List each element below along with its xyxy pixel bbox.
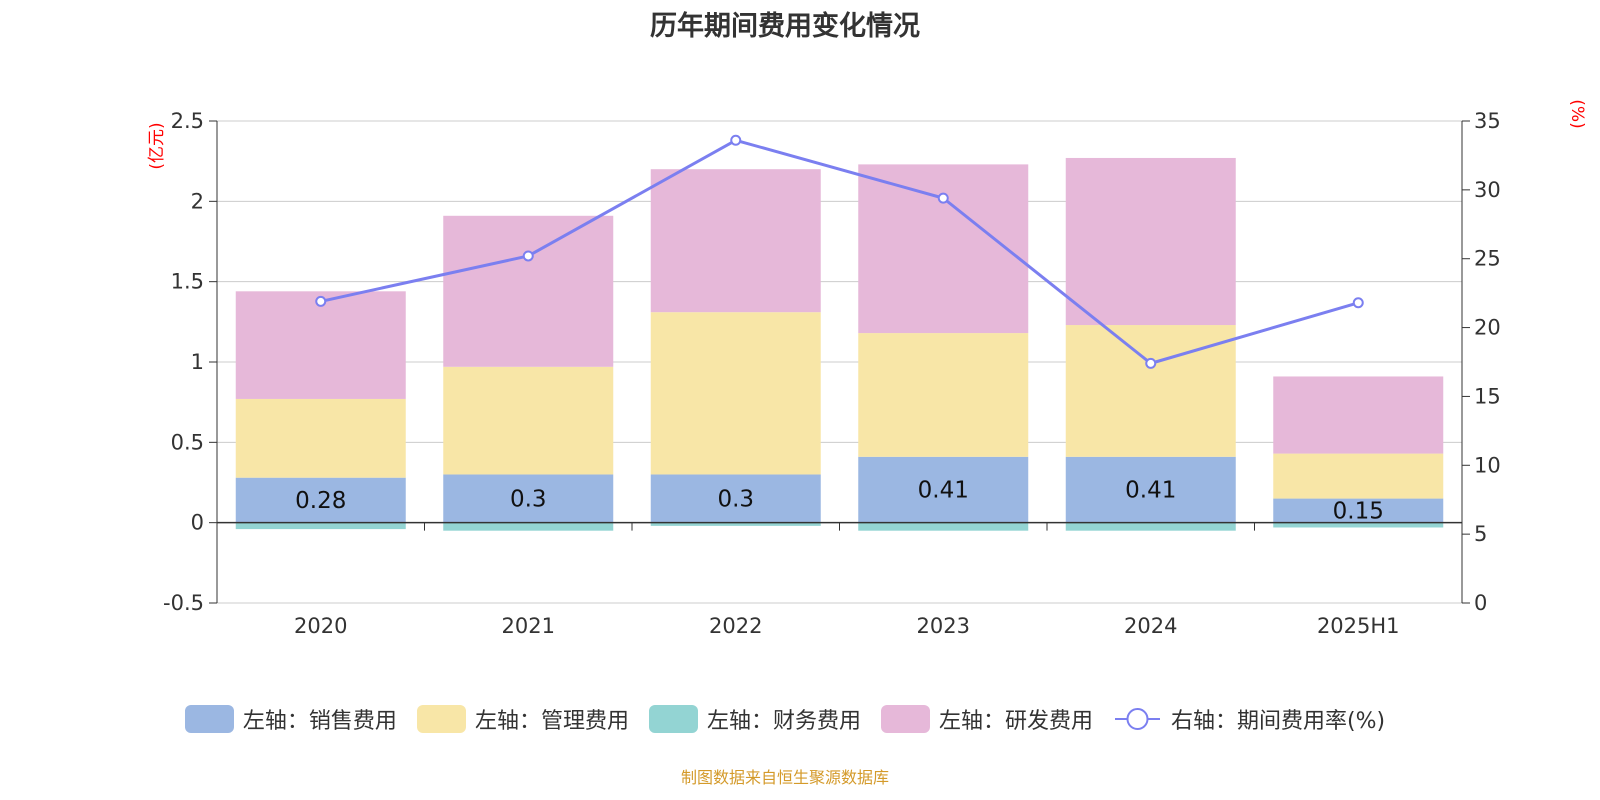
bar-sales	[650, 474, 821, 523]
left-axis-tick-label: 1.5	[171, 270, 204, 294]
x-axis-tick-label: 2024	[1124, 614, 1177, 638]
right-axis-tick-label: 0	[1474, 591, 1487, 615]
legend-label-sales: 左轴：销售费用	[242, 709, 397, 734]
rate-line	[320, 138, 1359, 365]
rate-point	[522, 250, 534, 262]
right-axis-tick-label: 20	[1474, 316, 1501, 340]
left-axis-tick-label: 0.5	[171, 430, 204, 454]
right-axis-tick-label: 15	[1474, 384, 1501, 408]
bar-admin	[1273, 453, 1444, 499]
legend-item-admin[interactable]: 左轴：管理费用	[416, 703, 629, 735]
x-axis-tick-label: 2021	[502, 614, 555, 638]
bar-sales	[858, 456, 1029, 523]
rate-point	[1352, 297, 1364, 309]
left-axis-tick-label: 2	[191, 189, 204, 213]
legend-item-finance[interactable]: 左轴：财务费用	[648, 703, 861, 735]
x-axis-tick-label: 2020	[294, 614, 347, 638]
left-axis-tick-label: 2.5	[171, 109, 204, 133]
right-axis-tick-label: 35	[1474, 109, 1501, 133]
data-labels: 0.28 0.3 0.3 0.41 0.41 0.15	[295, 478, 1384, 525]
bar-admin	[858, 333, 1029, 457]
chart-title: 历年期间费用变化情况	[650, 11, 920, 42]
legend-swatch-rd	[880, 705, 930, 733]
rate-line-series	[315, 134, 1364, 369]
right-axis-tick-label: 30	[1474, 178, 1501, 202]
right-axis-tick-label: 10	[1474, 453, 1501, 477]
bar-rd	[443, 215, 614, 367]
left-axis-tick-label: 1	[191, 350, 204, 374]
bar-finance	[858, 522, 1029, 531]
axes: 2.5 2 1.5 1 0.5 0 -0.5 35 30 25 20 15 10 5 0 2020 2021 20…	[147, 99, 1587, 638]
grid-lines	[217, 120, 1462, 604]
bar-finance	[443, 522, 614, 531]
x-axis-tick-label: 2022	[709, 614, 762, 638]
bar-admin	[443, 366, 614, 475]
bar-rd	[1065, 157, 1236, 326]
legend-label-admin: 左轴：管理费用	[474, 709, 629, 734]
rate-point	[937, 192, 949, 204]
bar-rd	[858, 164, 1029, 334]
legend-item-sales[interactable]: 左轴：销售费用	[184, 703, 397, 735]
right-axis-unit: (%)	[1567, 99, 1587, 128]
bar-admin	[235, 398, 406, 478]
data-label-sales: 0.3	[510, 487, 547, 513]
bar-finance	[650, 522, 821, 526]
bar-finance	[1273, 522, 1444, 528]
legend-item-rd[interactable]: 左轴：研发费用	[880, 703, 1093, 735]
right-axis-tick-label: 25	[1474, 247, 1501, 271]
bar-sales	[235, 477, 406, 523]
bar-finance	[235, 522, 406, 530]
data-label-sales: 0.3	[717, 487, 754, 513]
legend-line-marker-icon	[1114, 708, 1160, 730]
legend-swatch-finance	[648, 705, 698, 733]
bar-admin	[650, 312, 821, 475]
data-label-sales: 0.41	[918, 478, 969, 504]
left-axis-unit: (亿元)	[147, 122, 167, 169]
source-note: 制图数据来自恒生聚源数据库	[680, 768, 889, 787]
bar-series	[235, 157, 1444, 531]
x-axis-tick-label: 2023	[917, 614, 970, 638]
legend-item-rate[interactable]: 右轴：期间费用率(%)	[1113, 703, 1385, 735]
legend-label-rate: 右轴：期间费用率(%)	[1170, 709, 1386, 734]
bar-sales	[1065, 456, 1236, 523]
legend-swatch-admin	[416, 705, 466, 733]
left-axis-tick-label: 0	[191, 511, 204, 535]
rate-point	[1145, 357, 1157, 369]
right-axis-tick-label: 5	[1474, 522, 1487, 546]
data-label-sales: 0.15	[1333, 499, 1384, 525]
rate-point	[730, 134, 742, 146]
bar-rd	[1273, 376, 1444, 454]
bar-rd	[235, 291, 406, 399]
data-label-sales: 0.28	[295, 488, 346, 514]
legend-swatch-sales	[184, 705, 234, 733]
legend-label-rd: 左轴：研发费用	[938, 709, 1093, 734]
data-label-sales: 0.41	[1125, 478, 1176, 504]
bar-sales	[443, 474, 614, 523]
bar-finance	[1065, 522, 1236, 531]
left-axis-tick-label: -0.5	[163, 591, 204, 615]
bar-sales	[1273, 498, 1444, 523]
legend: 左轴：销售费用 左轴：管理费用 左轴：财务费用 左轴：研发费用 右轴：期间费用率…	[0, 703, 1570, 735]
x-axis-tick-label: 2025H1	[1317, 614, 1400, 638]
legend-label-finance: 左轴：财务费用	[706, 709, 861, 734]
bar-rd	[650, 169, 821, 313]
rate-point	[315, 295, 327, 307]
